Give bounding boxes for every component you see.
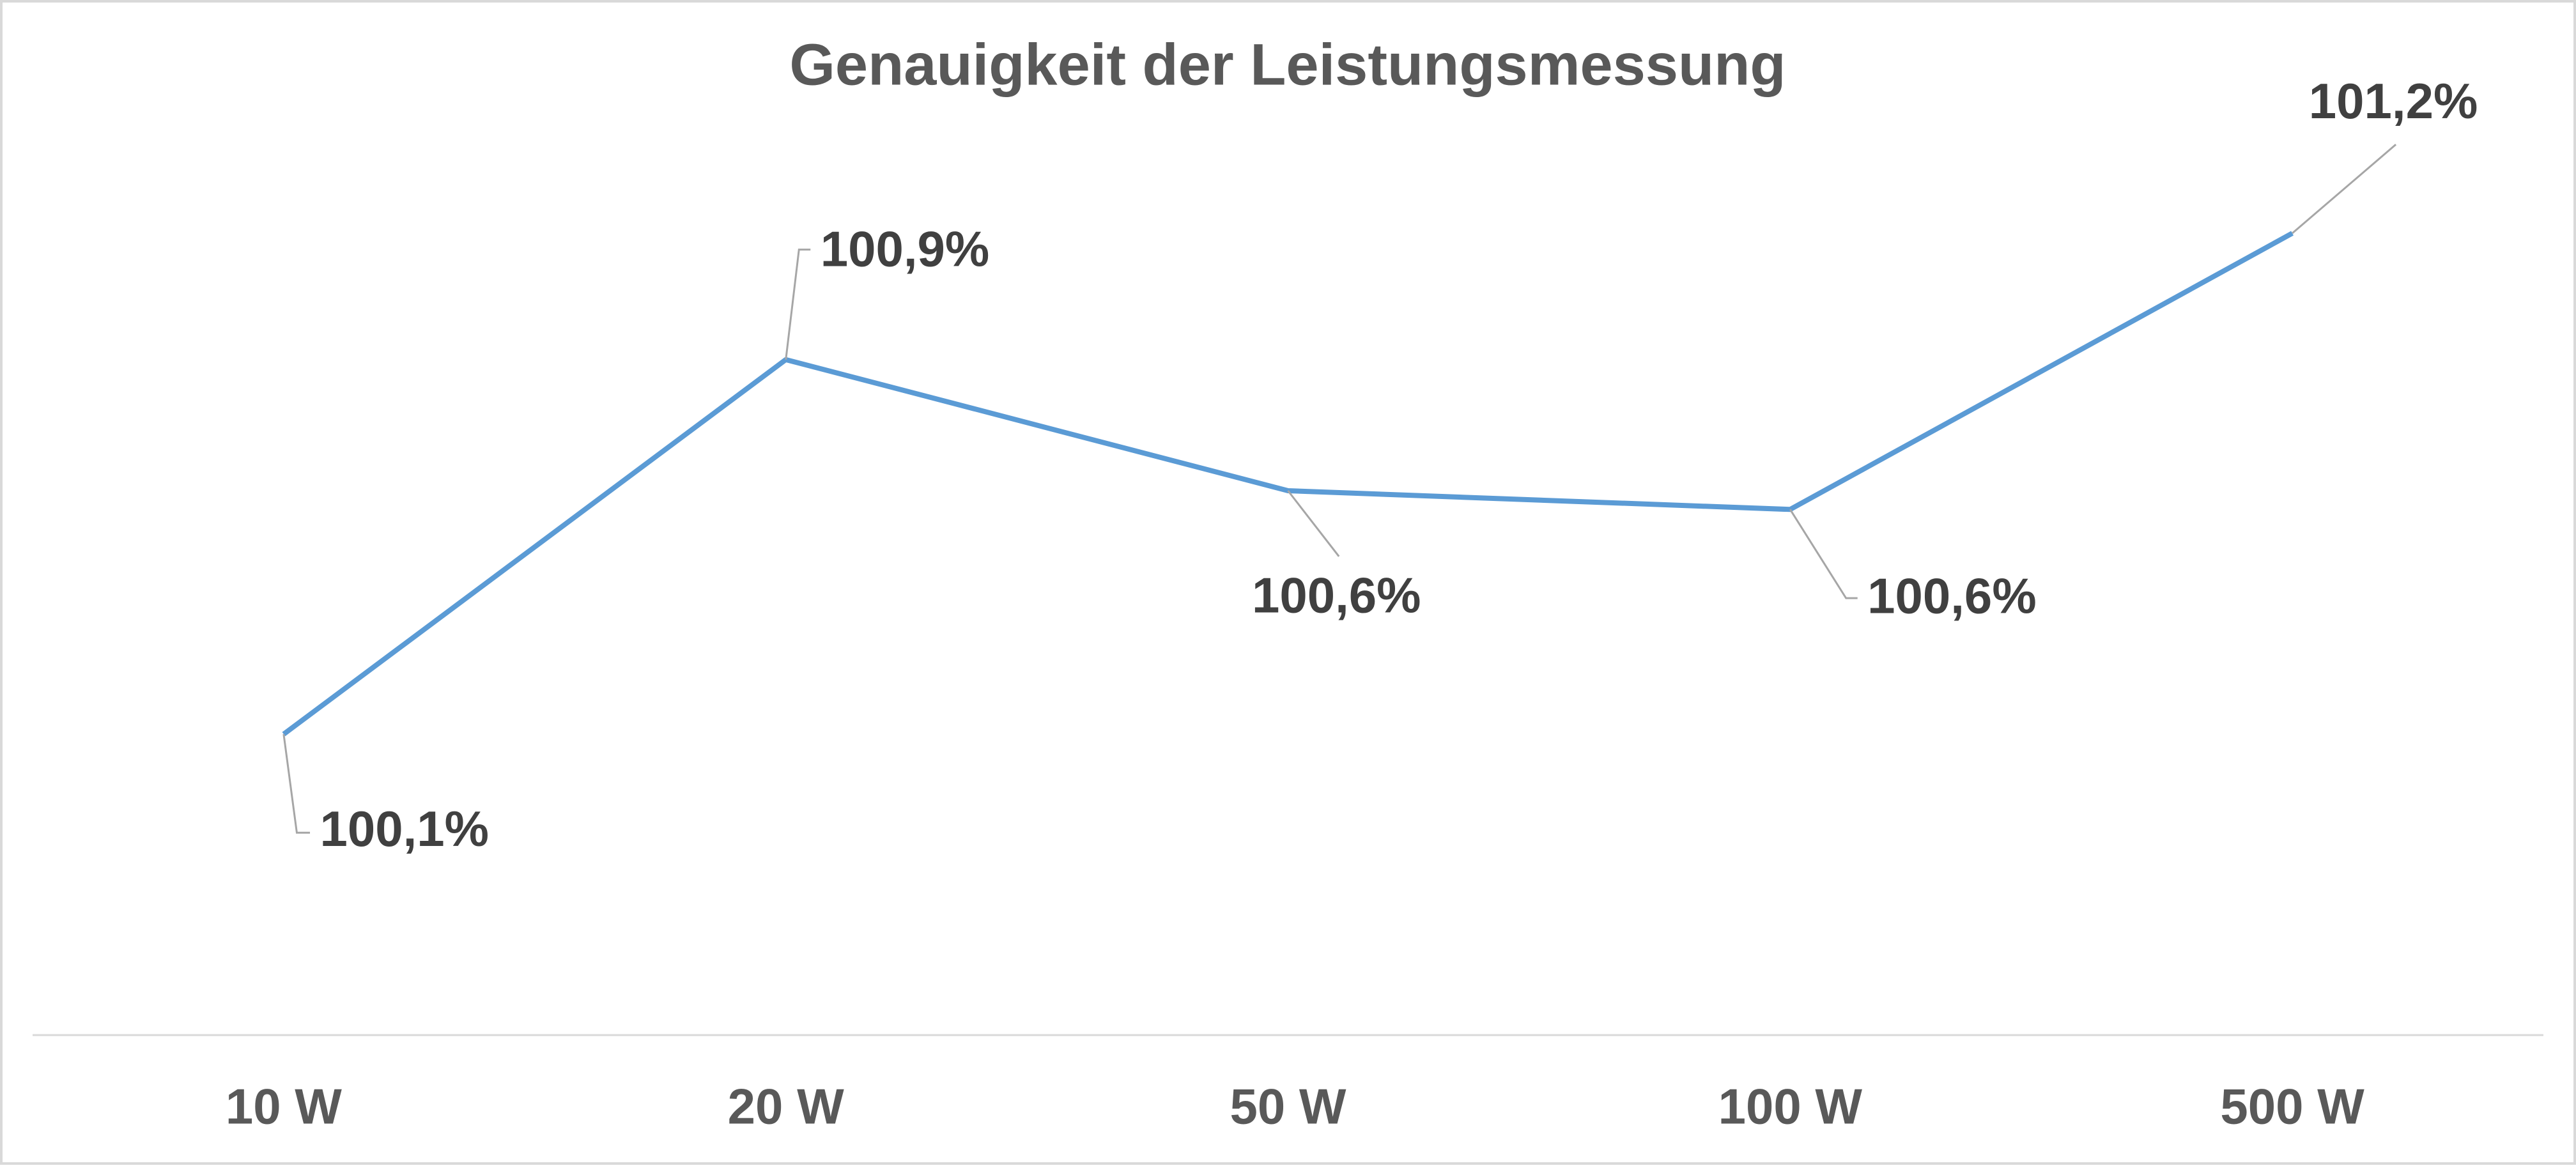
leader-line <box>1287 490 1340 557</box>
leader-line <box>1789 509 1858 599</box>
chart-title: Genauigkeit der Leistungsmessung <box>789 32 1785 97</box>
leader-line <box>2292 144 2397 234</box>
data-label: 100,9% <box>821 220 990 277</box>
data-label: 100,6% <box>1867 567 2037 624</box>
data-label: 100,6% <box>1252 567 1421 623</box>
leader-line <box>282 734 311 834</box>
x-tick-label: 10 W <box>226 1079 342 1135</box>
data-label: 101,2% <box>2309 73 2478 129</box>
x-tick-label: 20 W <box>728 1079 844 1135</box>
leader-line <box>785 249 811 360</box>
data-label: 100,1% <box>320 801 489 857</box>
x-tick-label: 500 W <box>2220 1079 2364 1135</box>
x-tick-label: 100 W <box>1718 1079 1863 1135</box>
x-tick-label: 50 W <box>1230 1079 1346 1135</box>
